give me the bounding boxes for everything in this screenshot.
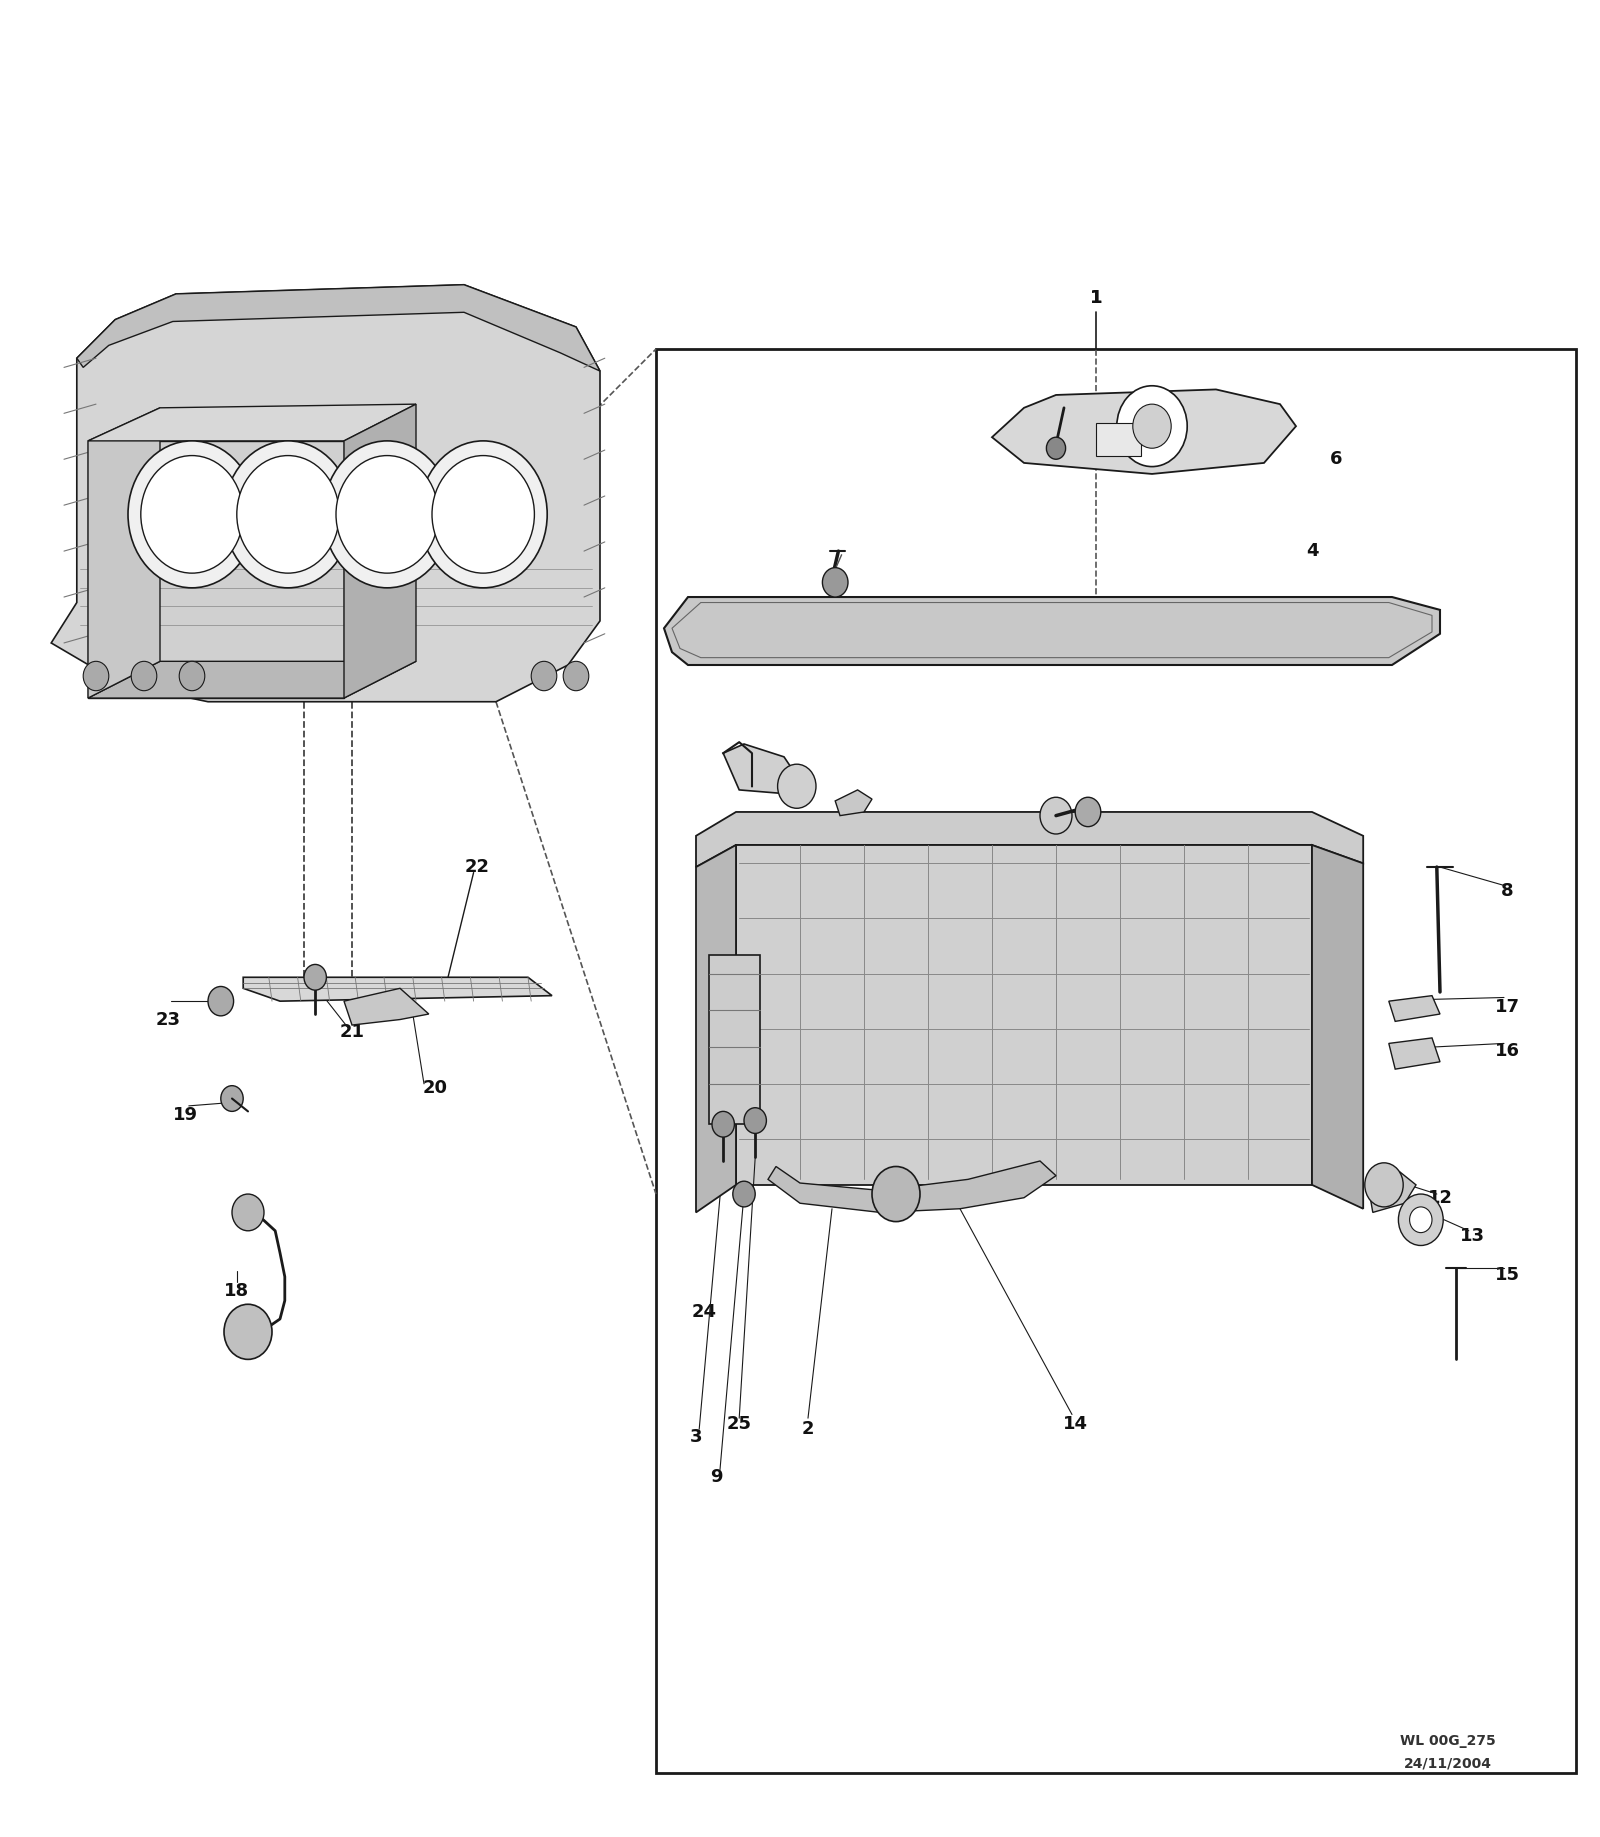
Polygon shape (344, 404, 416, 698)
Polygon shape (88, 441, 344, 698)
Text: 20: 20 (422, 1078, 448, 1097)
Circle shape (221, 1086, 243, 1111)
Polygon shape (835, 790, 872, 816)
Circle shape (1365, 1163, 1403, 1207)
Polygon shape (768, 1161, 1056, 1212)
Circle shape (179, 661, 205, 691)
Circle shape (323, 441, 451, 588)
Text: 11: 11 (1107, 836, 1133, 854)
Polygon shape (88, 408, 160, 698)
Polygon shape (88, 404, 416, 441)
Polygon shape (736, 845, 1312, 1185)
Bar (709, 955, 760, 1124)
Polygon shape (77, 285, 600, 371)
Circle shape (872, 1166, 920, 1222)
Bar (656, 349, 1576, 1773)
Circle shape (712, 1111, 734, 1137)
Text: 11: 11 (758, 906, 784, 924)
Polygon shape (1389, 1038, 1440, 1069)
Polygon shape (696, 812, 1363, 867)
Text: 2: 2 (802, 1420, 814, 1438)
Circle shape (1117, 386, 1187, 467)
Text: 25: 25 (726, 1414, 752, 1433)
Polygon shape (344, 988, 429, 1025)
Text: 1: 1 (1090, 288, 1102, 307)
Circle shape (1046, 437, 1066, 459)
Text: 17: 17 (1494, 997, 1520, 1016)
Text: 24/11/2004: 24/11/2004 (1405, 1756, 1491, 1771)
Text: 23: 23 (155, 1010, 181, 1029)
Text: 18: 18 (224, 1282, 250, 1301)
Polygon shape (696, 845, 736, 1212)
Circle shape (1075, 797, 1101, 827)
Polygon shape (992, 389, 1296, 474)
Circle shape (131, 661, 157, 691)
Text: 24: 24 (691, 1302, 717, 1321)
Text: 7: 7 (1042, 446, 1054, 465)
Text: 1: 1 (1090, 288, 1102, 307)
Polygon shape (88, 661, 416, 698)
Circle shape (1398, 1194, 1443, 1245)
Text: 9: 9 (710, 1468, 723, 1486)
Polygon shape (723, 744, 800, 794)
Polygon shape (243, 977, 552, 1001)
Circle shape (208, 986, 234, 1016)
Circle shape (563, 661, 589, 691)
Circle shape (224, 1304, 272, 1359)
Circle shape (1410, 1207, 1432, 1233)
Text: 6: 6 (1330, 450, 1342, 468)
Circle shape (733, 1181, 755, 1207)
Text: 22: 22 (464, 858, 490, 876)
Circle shape (224, 441, 352, 588)
Text: 13: 13 (1459, 1227, 1485, 1245)
Polygon shape (664, 597, 1440, 665)
Circle shape (744, 1108, 766, 1133)
Polygon shape (1312, 845, 1363, 1209)
Text: 3: 3 (690, 1427, 702, 1446)
Text: 12: 12 (1427, 1189, 1453, 1207)
Circle shape (1040, 797, 1072, 834)
Circle shape (1133, 404, 1171, 448)
Circle shape (304, 964, 326, 990)
Polygon shape (51, 285, 600, 702)
Text: WL 00G_275: WL 00G_275 (1400, 1734, 1496, 1749)
Polygon shape (1368, 1172, 1416, 1212)
Circle shape (128, 441, 256, 588)
Text: 8: 8 (1501, 882, 1514, 900)
Polygon shape (1389, 996, 1440, 1021)
Circle shape (419, 441, 547, 588)
Circle shape (432, 456, 534, 573)
Circle shape (531, 661, 557, 691)
Bar (1096, 423, 1141, 456)
Text: 4: 4 (1306, 542, 1318, 560)
Circle shape (232, 1194, 264, 1231)
Circle shape (822, 568, 848, 597)
Text: 16: 16 (1494, 1042, 1520, 1060)
Text: 19: 19 (173, 1106, 198, 1124)
Circle shape (778, 764, 816, 808)
Text: 15: 15 (1494, 1266, 1520, 1284)
Circle shape (336, 456, 438, 573)
Text: 14: 14 (1062, 1414, 1088, 1433)
Text: 10: 10 (739, 840, 765, 858)
Text: 21: 21 (339, 1023, 365, 1042)
Circle shape (141, 456, 243, 573)
Text: 5: 5 (762, 610, 774, 628)
Circle shape (83, 661, 109, 691)
Circle shape (237, 456, 339, 573)
